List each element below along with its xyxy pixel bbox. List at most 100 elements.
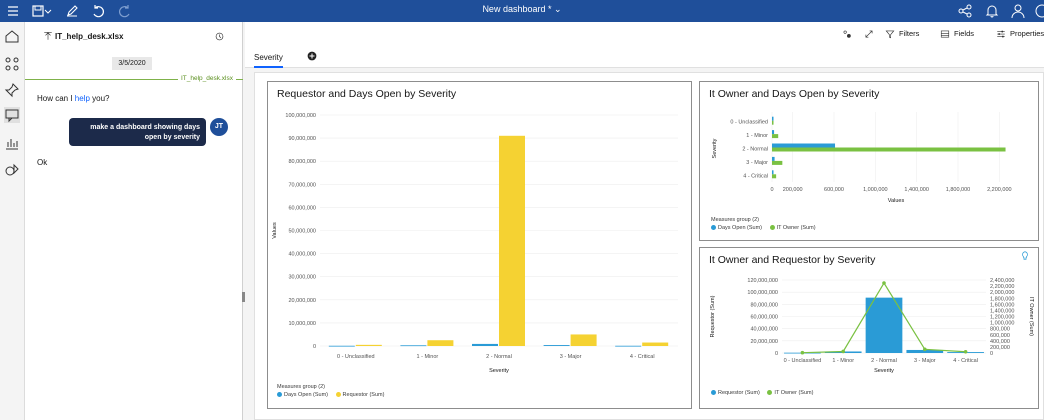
- drill-icon[interactable]: [842, 29, 852, 39]
- itowner-days-open-chart: 0 200,000 600,000 1,000,000 1,400,000 1,800,0…: [712, 112, 1012, 204]
- y-tick-label: 20,000,000: [288, 298, 316, 304]
- bar: [543, 345, 570, 346]
- notification-bell-icon[interactable]: [984, 3, 1000, 19]
- upload-icon: [44, 31, 52, 40]
- chevron-down-icon[interactable]: [44, 3, 52, 19]
- line-point: [923, 347, 927, 352]
- menu-icon[interactable]: [5, 3, 21, 19]
- x-tick-label: 0: [770, 187, 773, 193]
- data-sources-icon[interactable]: [4, 56, 20, 72]
- y-tick-label: 30,000,000: [288, 275, 316, 281]
- itowner-days-open-widget[interactable]: It Owner and Days Open by Severity 0 200,…: [699, 81, 1039, 241]
- bar: [772, 147, 1006, 152]
- y-tick-label: 100,000,000: [285, 113, 316, 119]
- y2-tick-label: 400,000: [990, 339, 1010, 345]
- y2-tick-label: 2,200,000: [990, 284, 1014, 290]
- help-icon[interactable]: [1034, 3, 1044, 19]
- share-icon[interactable]: [957, 3, 973, 19]
- widget-title: It Owner and Requestor by Severity: [709, 254, 876, 266]
- assistant-chat-icon[interactable]: [4, 107, 20, 123]
- legend-label: IT Owner (Sum): [776, 225, 816, 231]
- properties-icon[interactable]: [996, 29, 1006, 39]
- insight-bulb-icon[interactable]: [1021, 251, 1029, 261]
- widget-title: Requestor and Days Open by Severity: [277, 88, 457, 100]
- source-file-name[interactable]: IT_help_desk.xlsx: [55, 32, 124, 41]
- legend-swatch: [711, 390, 716, 396]
- y-tick-label: 120,000,000: [747, 278, 778, 284]
- line-point: [963, 349, 968, 354]
- legend-swatch: [277, 392, 282, 398]
- history-icon[interactable]: [214, 31, 225, 42]
- y-tick-label: 80,000,000: [750, 302, 778, 308]
- panel-resize-handle[interactable]: [242, 292, 245, 302]
- add-tab-icon[interactable]: [307, 51, 317, 61]
- legend-item-requestor[interactable]: Requestor (Sum): [335, 392, 384, 398]
- legend-item-requestor[interactable]: Requestor (Sum): [711, 390, 760, 396]
- bar: [772, 143, 836, 148]
- bar: [772, 174, 777, 179]
- properties-button[interactable]: Properties: [1010, 29, 1044, 38]
- edit-icon[interactable]: [64, 3, 80, 19]
- dashboard-main: Filters Fields Properties Severity Reque…: [245, 22, 1044, 420]
- itowner-requestor-widget[interactable]: It Owner and Requestor by Severity 0 20,0…: [699, 247, 1039, 409]
- assistant-reply: Ok: [37, 158, 48, 167]
- visualizations-icon[interactable]: [4, 135, 20, 151]
- filters-button[interactable]: Filters: [899, 29, 920, 38]
- legend-item-it-owner[interactable]: IT Owner (Sum): [767, 390, 813, 396]
- requestor-days-open-widget[interactable]: Requestor and Days Open by Severity 0 10,…: [267, 81, 692, 409]
- pin-icon[interactable]: [4, 82, 20, 98]
- legend-item-it-owner[interactable]: IT Owner (Sum): [769, 225, 816, 231]
- dashboard-title[interactable]: New dashboard * ⌄: [0, 4, 1044, 15]
- avatar: JT: [210, 118, 228, 136]
- y-tick-label: 70,000,000: [288, 182, 316, 188]
- widgets-icon[interactable]: [4, 162, 20, 178]
- chart-legend: Requestor (Sum) IT Owner (Sum): [711, 390, 819, 396]
- dashboard-title-text[interactable]: New dashboard *: [482, 4, 552, 14]
- user-icon[interactable]: [1010, 3, 1026, 19]
- legend-item-days-open[interactable]: Days Open (Sum): [277, 392, 328, 398]
- y-tick-label: 20,000,000: [750, 339, 778, 345]
- tab-severity[interactable]: Severity: [254, 53, 283, 68]
- bar: [472, 343, 498, 346]
- expand-icon[interactable]: [864, 29, 874, 39]
- x-axis-label: Severity: [489, 368, 509, 374]
- date-badge: 3/5/2020: [112, 57, 152, 70]
- filter-icon[interactable]: [885, 29, 895, 39]
- assistant-panel: IT_help_desk.xlsx 3/5/2020 IT_help_desk.…: [25, 22, 243, 420]
- bar: [615, 345, 642, 347]
- y-tick-label: 90,000,000: [288, 136, 316, 142]
- x-tick-label: 2 - Normal: [871, 358, 897, 364]
- x-tick-label: 2,200,000: [987, 187, 1011, 193]
- line-point: [800, 350, 805, 355]
- legend-swatch: [769, 225, 775, 231]
- x-tick-label: 600,000: [824, 187, 844, 193]
- bar: [427, 340, 454, 346]
- divider-source-label: IT_help_desk.xlsx: [177, 75, 236, 82]
- bar: [906, 349, 944, 353]
- bar: [355, 344, 382, 346]
- dashboard-canvas: Requestor and Days Open by Severity 0 10,…: [254, 72, 1044, 420]
- line-point: [882, 281, 886, 285]
- save-icon[interactable]: [30, 3, 46, 19]
- home-icon[interactable]: [4, 28, 20, 44]
- legend-item-days-open[interactable]: Days Open (Sum): [711, 225, 762, 231]
- help-link[interactable]: help: [74, 94, 90, 103]
- chart-legend: Measures group (2) Days Open (Sum) Reque…: [277, 384, 390, 398]
- fields-button[interactable]: Fields: [954, 29, 975, 38]
- itowner-requestor-chart: 0 20,000,000 40,000,000 60,000,000 80,000,00…: [710, 278, 1034, 374]
- x-tick-label: 3 - Major: [560, 354, 582, 360]
- x-tick-label: 1 - Minor: [832, 358, 854, 364]
- redo-icon[interactable]: [117, 3, 133, 19]
- chevron-down-icon[interactable]: ⌄: [554, 4, 562, 14]
- y-tick-label: 0: [313, 344, 316, 350]
- y2-tick-label: 1,400,000: [990, 308, 1014, 314]
- x-tick-label: 1 - Minor: [417, 354, 439, 360]
- y-tick-label: 1 - Minor: [746, 133, 768, 139]
- fields-icon[interactable]: [940, 29, 950, 39]
- bar: [570, 334, 597, 346]
- undo-icon[interactable]: [90, 3, 106, 19]
- x-tick-label: 0 - Unclassified: [337, 354, 375, 360]
- y2-tick-label: 2,400,000: [990, 278, 1014, 284]
- y-tick-label: 50,000,000: [288, 229, 316, 235]
- assistant-greeting: How can I help you?: [37, 94, 110, 103]
